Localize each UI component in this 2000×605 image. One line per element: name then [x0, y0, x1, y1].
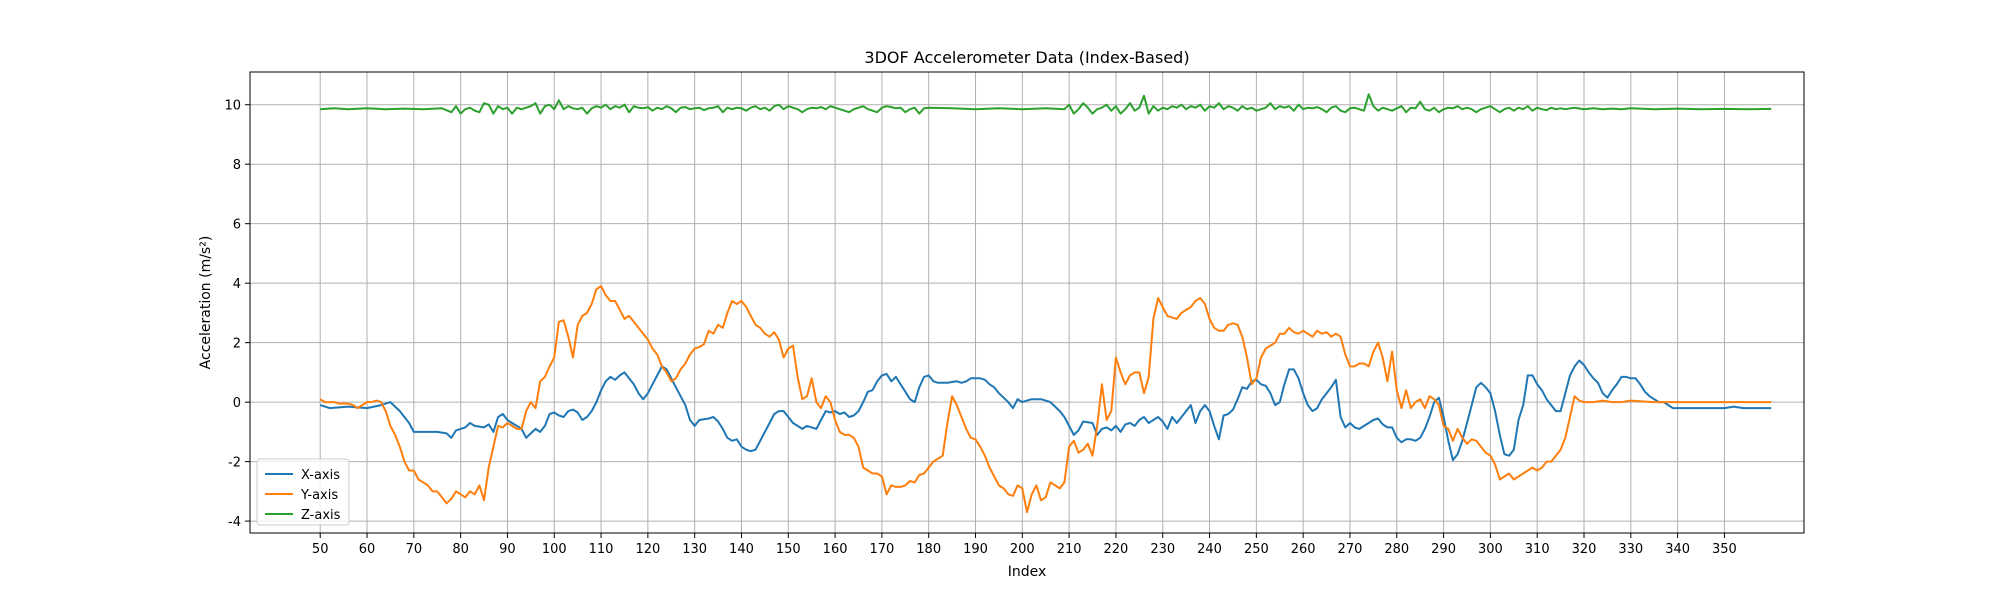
- y-axis-label: Acceleration (m/s²): [198, 236, 214, 370]
- y-tick-label: -4: [228, 515, 241, 530]
- y-tick-label: 10: [224, 99, 241, 114]
- y-tick-label: -2: [228, 456, 241, 471]
- x-axis-label: Index: [1008, 564, 1047, 580]
- x-tick-label: 260: [1291, 542, 1316, 557]
- x-tick-label: 140: [729, 542, 754, 557]
- x-tick-label: 100: [542, 542, 567, 557]
- y-tick-label: 8: [233, 158, 241, 173]
- legend: X-axis Y-axis Z-axis: [256, 458, 350, 526]
- x-tick-label: 230: [1150, 542, 1175, 557]
- y-tick-label: 4: [233, 277, 241, 292]
- x-tick-label: 250: [1244, 542, 1269, 557]
- y-tick-label: 0: [233, 396, 241, 411]
- legend-label-x-axis: X-axis: [301, 468, 340, 483]
- x-tick-label: 90: [499, 542, 516, 557]
- x-tick-label: 200: [1010, 542, 1035, 557]
- x-tick-label: 270: [1338, 542, 1363, 557]
- series-line-z-axis: [320, 93, 1772, 115]
- x-tick-label: 220: [1104, 542, 1129, 557]
- x-tick-label: 150: [776, 542, 801, 557]
- x-tick-label: 110: [589, 542, 614, 557]
- x-tick-label: 160: [823, 542, 848, 557]
- x-tick-label: 70: [406, 542, 423, 557]
- x-tick-label: 190: [963, 542, 988, 557]
- x-tick-label: 180: [916, 542, 941, 557]
- x-tick-label: 330: [1618, 542, 1643, 557]
- series-line-x-axis: [319, 359, 1772, 462]
- x-tick-label: 340: [1665, 542, 1690, 557]
- x-tick-label: 50: [312, 542, 329, 557]
- x-tick-label: 80: [452, 542, 469, 557]
- x-tick-label: 120: [635, 542, 660, 557]
- series-line-y-axis: [319, 285, 1772, 514]
- x-tick-label: 300: [1478, 542, 1503, 557]
- legend-label-z-axis: Z-axis: [301, 508, 341, 523]
- x-tick-label: 290: [1431, 542, 1456, 557]
- axis-ticks: 50 60 70 80 90 100 110 120 130 140 150 160 170 180 190…: [224, 99, 1736, 557]
- x-tick-label: 130: [682, 542, 707, 557]
- x-tick-label: 170: [869, 542, 894, 557]
- legend-box: [256, 458, 350, 526]
- x-tick-label: 60: [359, 542, 376, 557]
- x-tick-label: 310: [1525, 542, 1550, 557]
- x-tick-label: 350: [1712, 542, 1737, 557]
- y-tick-label: 2: [233, 337, 241, 352]
- y-tick-label: 6: [233, 218, 241, 233]
- x-tick-label: 210: [1057, 542, 1082, 557]
- legend-label-y-axis: Y-axis: [300, 488, 338, 503]
- x-tick-label: 280: [1384, 542, 1409, 557]
- x-tick-label: 240: [1197, 542, 1222, 557]
- series-lines: [319, 93, 1772, 514]
- plot-area-frame: [249, 71, 1805, 534]
- x-tick-label: 320: [1572, 542, 1597, 557]
- chart-title: 3DOF Accelerometer Data (Index-Based): [864, 48, 1189, 67]
